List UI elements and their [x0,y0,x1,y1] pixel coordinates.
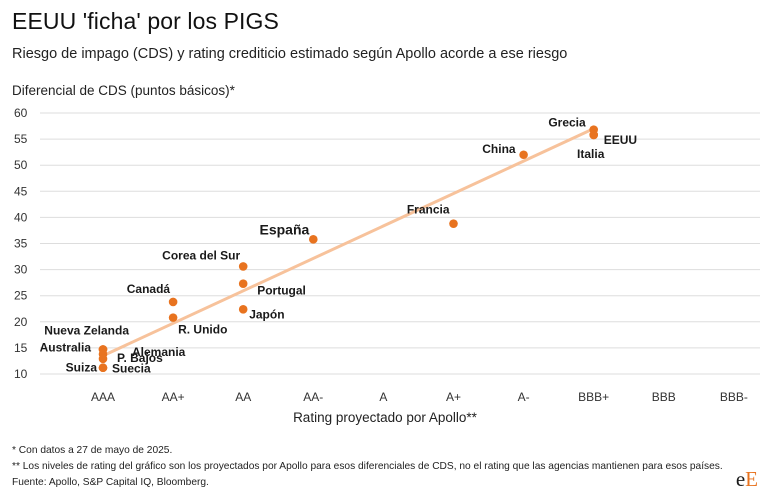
data-label-7: Portugal [257,284,306,298]
data-point-4 [449,219,458,228]
x-tick-label-0: AAA [91,390,115,404]
data-label-13: Alemania [132,345,186,359]
y-tick-label-30: 30 [14,263,28,277]
trend-line [101,127,596,358]
source-note: Fuente: Apollo, S&P Capital IQ, Bloomber… [12,477,209,488]
y-tick-label-20: 20 [14,315,28,329]
data-point-10 [168,313,178,322]
y-tick-label-35: 35 [14,237,28,251]
x-tick-label-3: AA- [303,390,323,404]
data-label-4: Francia [407,203,450,217]
data-label-11: Nueva Zelanda [44,323,129,337]
data-point-16 [98,363,108,373]
y-tick-label-40: 40 [14,210,28,224]
y-axis-label: Diferencial de CDS (puntos básicos)* [12,83,235,98]
data-label-15: Suiza [66,361,98,375]
data-label-16: Suecia [112,362,151,376]
logo-part-E: E [745,467,758,491]
y-tick-label-55: 55 [14,132,28,146]
x-tick-label-4: A [379,390,387,404]
x-tick-label-5: A+ [446,390,461,404]
data-point-3 [519,150,528,160]
data-point-8 [238,304,248,314]
x-tick-label-1: AA+ [162,390,185,404]
publisher-logo: eE [736,467,758,492]
y-tick-label-15: 15 [14,341,28,355]
data-label-14: P. Bajos [117,351,163,365]
y-tick-label-45: 45 [14,184,28,198]
chart-subtitle: Riesgo de impago (CDS) y rating creditic… [12,46,568,62]
y-tick-label-50: 50 [14,158,28,172]
data-label-8: Japón [249,307,284,321]
x-tick-label-9: BBB- [720,390,748,404]
data-label-9: Canadá [127,282,171,296]
y-tick-label-60: 60 [14,106,28,120]
data-point-5 [309,235,318,244]
data-point-9 [168,297,178,307]
data-label-3: China [482,142,516,156]
x-tick-label-2: AA [235,390,251,404]
data-point-14 [98,354,108,364]
x-tick-label-6: A- [518,390,530,404]
y-tick-label-10: 10 [14,367,28,381]
data-point-6 [238,262,248,271]
data-label-2: Italia [577,147,605,161]
y-tick-label-25: 25 [14,289,28,303]
data-point-7 [238,279,248,288]
data-label-1: EEUU [604,133,637,147]
x-axis-label: Rating proyectado por Apollo** [293,410,477,425]
logo-part-e: e [735,467,746,491]
footnote-rating: ** Los niveles de rating del gráfico son… [12,461,723,472]
data-label-5: España [259,221,309,237]
data-label-12: Australia [40,340,92,354]
data-label-0: Grecia [548,116,586,130]
footnotes: * Con datos a 27 de mayo de 2025. ** Los… [12,443,723,491]
data-label-6: Corea del Sur [162,248,240,262]
x-tick-label-8: BBB [652,390,676,404]
chart-title: EEUU 'ficha' por los PIGS [12,8,279,34]
data-label-10: R. Unido [178,323,227,337]
footnote-date: * Con datos a 27 de mayo de 2025. [12,445,173,456]
x-tick-label-7: BBB+ [578,390,609,404]
data-point-2 [589,130,598,140]
